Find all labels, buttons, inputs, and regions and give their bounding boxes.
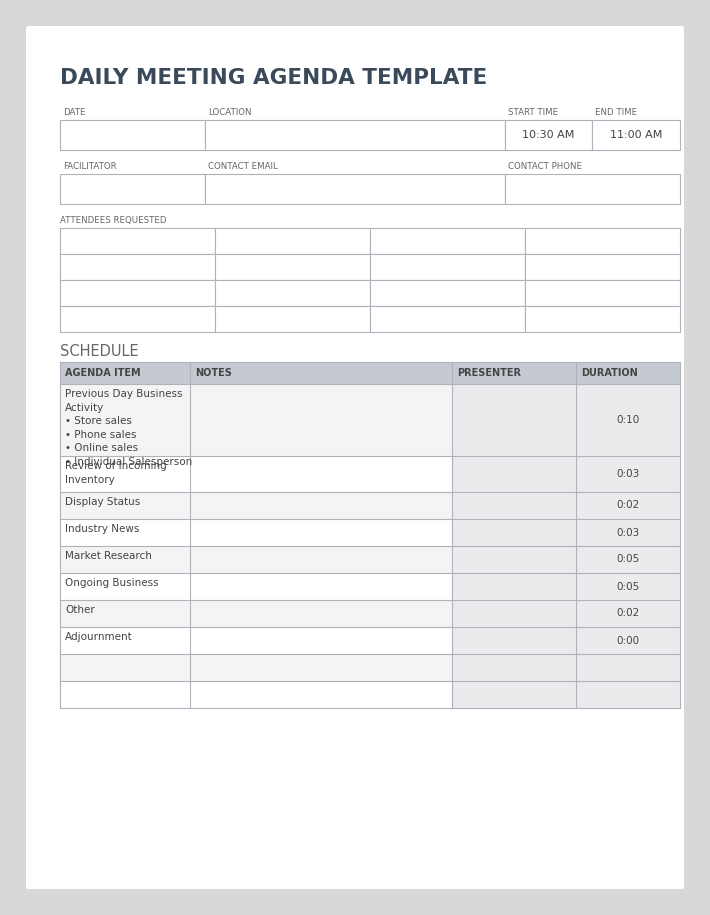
Bar	[577, 600, 680, 627]
Bar	[577, 492, 680, 519]
Text: Display Status: Display Status	[65, 497, 141, 507]
Bar	[452, 492, 577, 519]
Text: 10:30 AM: 10:30 AM	[523, 130, 574, 140]
Text: START TIME: START TIME	[508, 108, 558, 117]
Bar	[60, 600, 680, 627]
Bar	[505, 120, 592, 150]
Bar	[452, 384, 577, 456]
Text: FACILITATOR: FACILITATOR	[63, 162, 116, 171]
Text: 0:03: 0:03	[616, 528, 640, 537]
Bar	[577, 546, 680, 573]
Bar	[60, 573, 680, 600]
Text: 11:00 AM: 11:00 AM	[610, 130, 662, 140]
Bar	[60, 456, 680, 492]
Text: AGENDA ITEM: AGENDA ITEM	[65, 368, 141, 378]
Text: DURATION: DURATION	[581, 368, 638, 378]
Bar	[577, 456, 680, 492]
Bar	[452, 627, 577, 654]
Bar	[60, 384, 680, 456]
Bar	[60, 362, 680, 384]
Text: CONTACT EMAIL: CONTACT EMAIL	[208, 162, 278, 171]
Bar	[205, 174, 505, 204]
Text: 0:05: 0:05	[616, 554, 640, 565]
Bar	[577, 519, 680, 546]
Text: Adjournment: Adjournment	[65, 632, 133, 642]
Bar	[60, 681, 680, 708]
Text: 0:05: 0:05	[616, 582, 640, 591]
Text: DAILY MEETING AGENDA TEMPLATE: DAILY MEETING AGENDA TEMPLATE	[60, 68, 487, 88]
Bar	[60, 519, 680, 546]
Text: SCHEDULE: SCHEDULE	[60, 344, 138, 359]
Bar	[60, 228, 215, 254]
Bar	[525, 254, 680, 280]
Bar	[60, 492, 680, 519]
Bar	[60, 280, 215, 306]
Bar	[577, 573, 680, 600]
Bar	[525, 306, 680, 332]
FancyBboxPatch shape	[26, 26, 684, 889]
Bar	[370, 280, 525, 306]
Bar	[60, 546, 680, 573]
Bar	[60, 627, 680, 654]
Text: NOTES: NOTES	[195, 368, 232, 378]
Bar	[577, 384, 680, 456]
Text: Other: Other	[65, 605, 94, 615]
Bar	[205, 120, 505, 150]
Text: PRESENTER: PRESENTER	[457, 368, 521, 378]
Bar	[60, 654, 680, 681]
Text: CONTACT PHONE: CONTACT PHONE	[508, 162, 582, 171]
Bar	[215, 228, 370, 254]
Text: Industry News: Industry News	[65, 524, 139, 534]
Bar	[592, 120, 680, 150]
Bar	[370, 228, 525, 254]
Bar	[452, 546, 577, 573]
Bar	[452, 519, 577, 546]
Bar	[452, 456, 577, 492]
Bar	[452, 654, 577, 681]
Bar	[60, 254, 215, 280]
Text: Previous Day Business
Activity
• Store sales
• Phone sales
• Online sales
• Indi: Previous Day Business Activity • Store s…	[65, 389, 192, 467]
Bar	[525, 280, 680, 306]
Text: Market Research: Market Research	[65, 551, 152, 561]
Bar	[60, 174, 205, 204]
Bar	[60, 362, 680, 384]
Text: 0:02: 0:02	[616, 501, 640, 511]
Bar	[215, 280, 370, 306]
Text: 0:00: 0:00	[617, 636, 640, 645]
Text: ATTENDEES REQUESTED: ATTENDEES REQUESTED	[60, 216, 167, 225]
Text: 0:02: 0:02	[616, 608, 640, 619]
Bar	[370, 306, 525, 332]
Bar	[577, 681, 680, 708]
Bar	[60, 120, 205, 150]
Text: Ongoing Business: Ongoing Business	[65, 578, 158, 588]
Bar	[60, 306, 215, 332]
Bar	[452, 600, 577, 627]
Bar	[215, 254, 370, 280]
Text: LOCATION: LOCATION	[208, 108, 251, 117]
Text: 0:03: 0:03	[616, 469, 640, 479]
Bar	[505, 174, 680, 204]
Bar	[370, 254, 525, 280]
Text: DATE: DATE	[63, 108, 85, 117]
Text: END TIME: END TIME	[595, 108, 637, 117]
Text: Review of Incoming
Inventory: Review of Incoming Inventory	[65, 461, 167, 485]
Bar	[215, 306, 370, 332]
Bar	[525, 228, 680, 254]
Bar	[577, 654, 680, 681]
Bar	[452, 573, 577, 600]
Bar	[452, 681, 577, 708]
Bar	[577, 627, 680, 654]
Text: 0:10: 0:10	[616, 415, 640, 425]
